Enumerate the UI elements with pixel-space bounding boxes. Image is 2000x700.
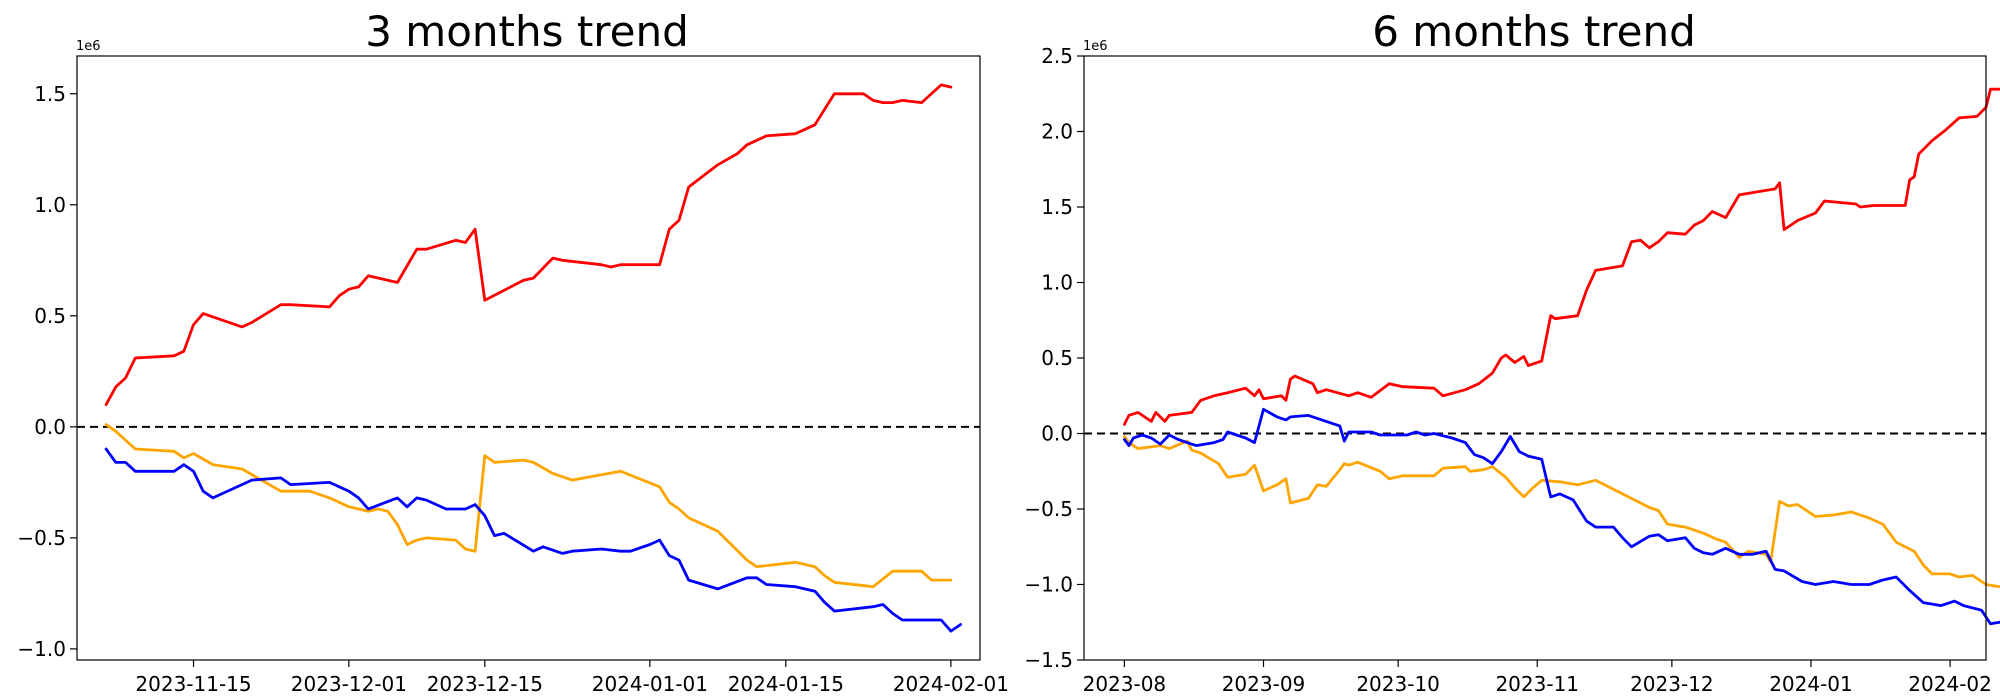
x-tick-label: 2023-11 (1495, 672, 1579, 696)
x-tick-label: 2023-10 (1356, 672, 1440, 696)
x-tick-label: 2023-12-01 (291, 672, 407, 696)
y-tick-label: 2.0 (1041, 120, 1073, 144)
axis-ticks: 2023-11-15 2023-12-01 2023-12-15 2024-01-01… (17, 82, 1009, 696)
y-tick-label: −1.0 (1024, 573, 1073, 597)
chart-6-months: 6 months trend 1e6 2023-08 2023-09 2023-10… (1024, 7, 2000, 696)
plot-frame (76, 55, 981, 661)
x-tick-label: 2023-12 (1630, 672, 1714, 696)
series-line (104, 83, 953, 407)
y-tick-label: 1.0 (1041, 271, 1073, 295)
chart-title: 3 months trend (365, 7, 689, 56)
x-tick-label: 2024-01-15 (728, 672, 844, 696)
y-tick-label: 0.5 (1041, 346, 1073, 370)
x-tick-label: 2024-02 (1908, 672, 1992, 696)
x-tick-label: 2024-01-01 (592, 672, 708, 696)
y-tick-label: 2.5 (1041, 44, 1073, 68)
y-tick-label: −1.5 (1024, 648, 1073, 672)
y-tick-label: 1.0 (34, 193, 66, 217)
y-tick-label: −0.5 (17, 526, 66, 550)
x-tick-label: 2023-08 (1083, 672, 1167, 696)
y-tick-label: 1.5 (1041, 195, 1073, 219)
plot-frame (1083, 55, 1987, 661)
y-tick-label: −1.0 (17, 637, 66, 661)
x-tick-label: 2023-11-15 (135, 672, 251, 696)
chart-3-months: 3 months trend 1e6 2023-11-15 2023-12-01 2… (17, 7, 1009, 696)
series-line (104, 447, 962, 633)
y-tick-label: 0.0 (1041, 422, 1073, 446)
series-lines (104, 83, 962, 633)
x-tick-label: 2023-09 (1222, 672, 1306, 696)
x-tick-label: 2024-02-01 (893, 672, 1009, 696)
x-tick-label: 2023-12-15 (427, 672, 543, 696)
y-tick-label: 0.5 (34, 304, 66, 328)
y-tick-label: −0.5 (1024, 497, 1073, 521)
y-tick-label: 0.0 (34, 415, 66, 439)
x-tick-label: 2024-01 (1769, 672, 1853, 696)
y-offset-label: 1e6 (1083, 39, 1108, 54)
axis-ticks: 2023-08 2023-09 2023-10 2023-11 2023-12 2024-… (1024, 44, 1991, 696)
series-line (104, 423, 953, 589)
series-lines (1123, 87, 2000, 626)
series-line (1123, 87, 2000, 426)
series-line (1123, 407, 2000, 626)
y-offset-label: 1e6 (76, 39, 101, 54)
series-line (1123, 435, 2000, 589)
chart-title: 6 months trend (1372, 7, 1696, 56)
y-tick-label: 1.5 (34, 82, 66, 106)
